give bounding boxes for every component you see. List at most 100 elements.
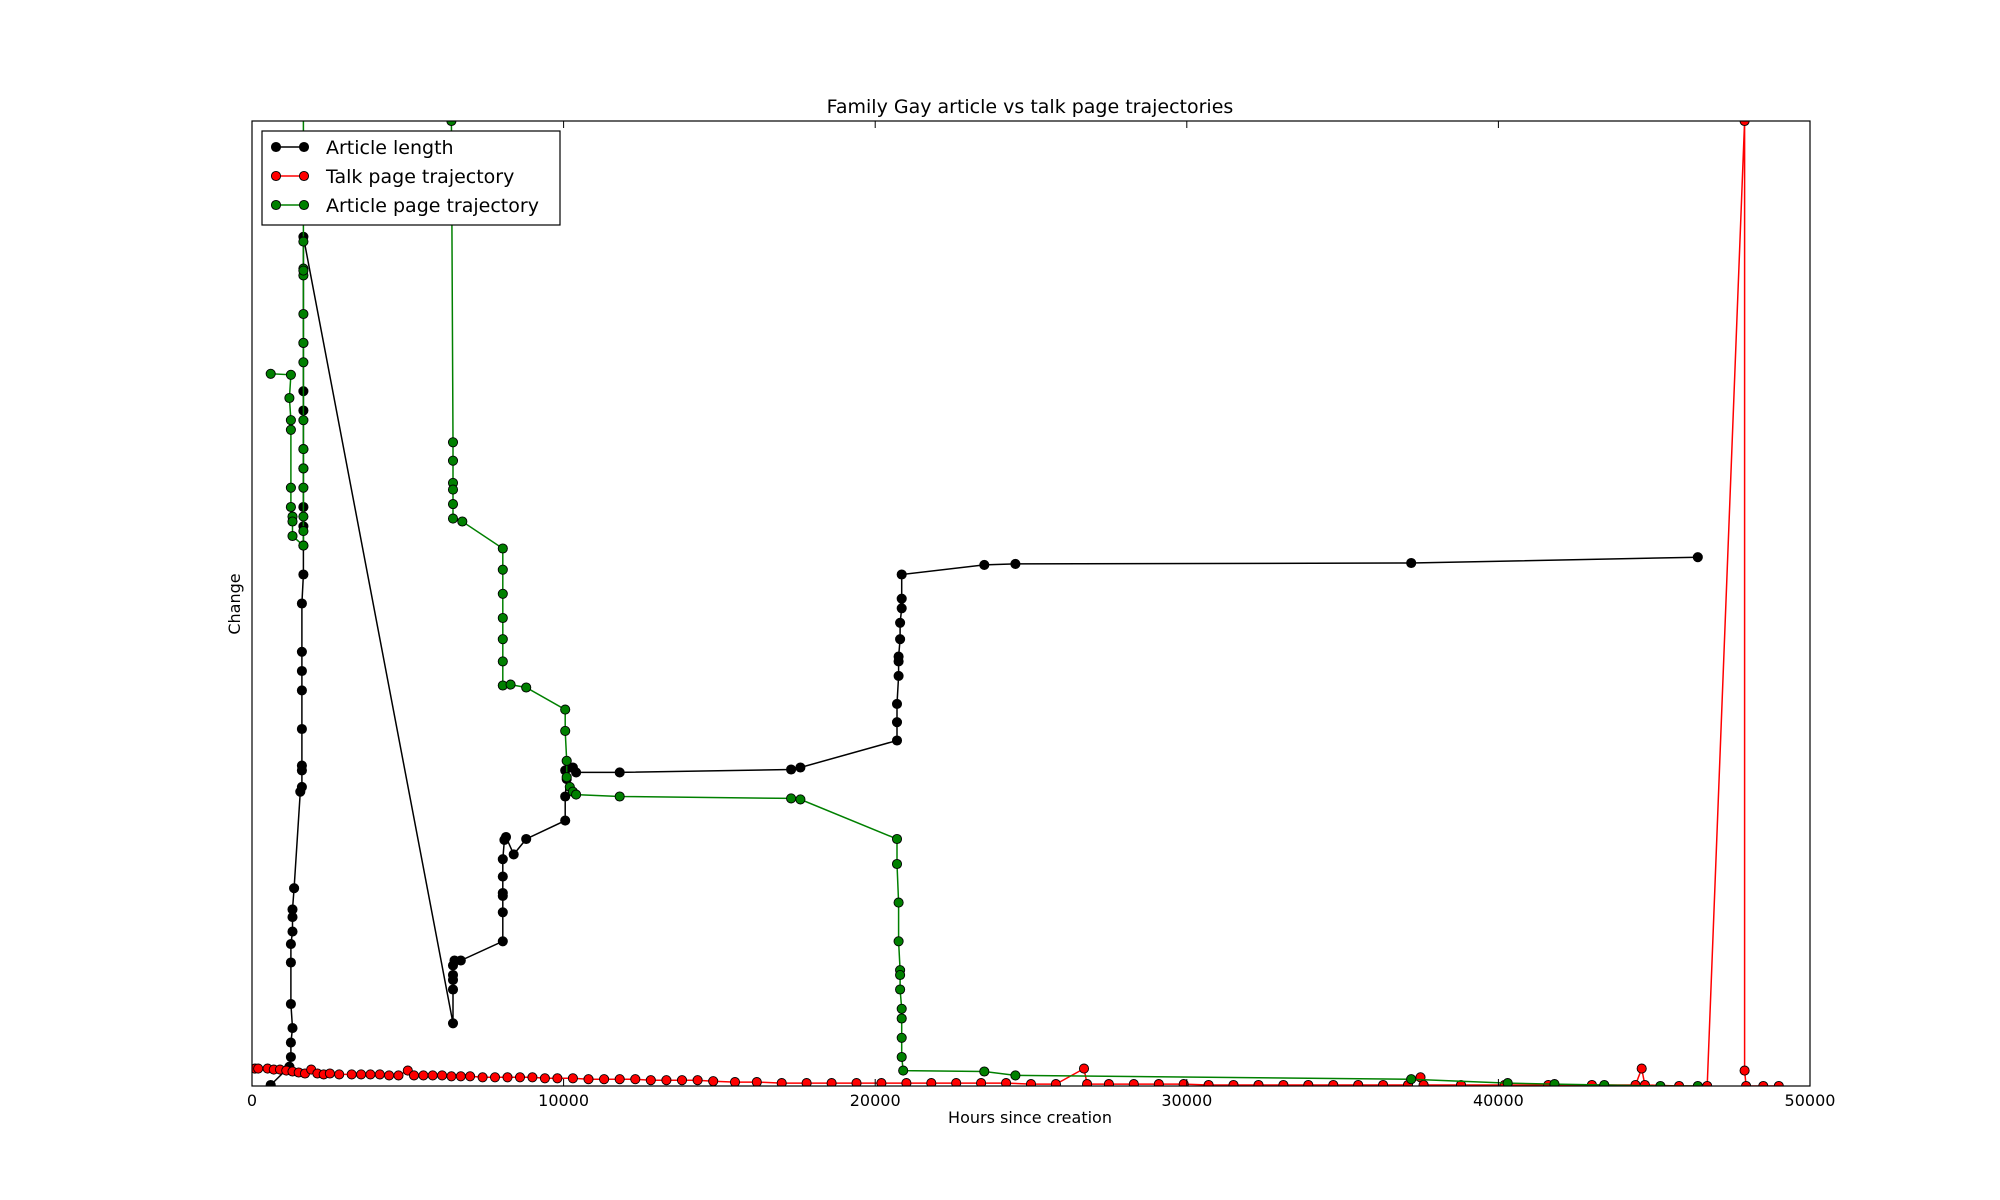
data-point: [346, 1069, 357, 1080]
x-tick-label: 30000: [1161, 1091, 1212, 1110]
data-point: [676, 1075, 688, 1086]
legend: Article length Talk page trajectory Articl…: [261, 130, 561, 226]
data-point: [296, 781, 307, 792]
data-point: [521, 682, 532, 693]
data-point: [285, 1051, 296, 1063]
data-point: [661, 1075, 672, 1086]
data-point: [497, 612, 508, 624]
legend-marker: [270, 141, 282, 153]
data-point: [285, 424, 296, 435]
data-point: [298, 526, 309, 537]
data-point: [561, 755, 572, 766]
data-point: [1253, 1079, 1264, 1086]
data-point: [497, 564, 508, 575]
data-point: [560, 725, 571, 736]
data-point: [1203, 1079, 1214, 1086]
x-tick-label: 20000: [850, 1091, 901, 1110]
data-point: [298, 415, 309, 426]
data-point: [561, 772, 572, 783]
data-point: [298, 540, 309, 551]
data-point: [1278, 1079, 1289, 1086]
data-point: [285, 369, 296, 380]
data-point: [497, 543, 508, 554]
data-point: [893, 897, 904, 908]
data-point: [795, 794, 806, 805]
data-point: [447, 484, 459, 495]
data-point: [979, 559, 990, 570]
legend-label: Article page trajectory: [326, 195, 539, 217]
data-point: [527, 1072, 538, 1083]
x-tick-label: 0: [247, 1091, 257, 1110]
data-point: [893, 936, 904, 947]
data-point: [508, 849, 519, 860]
data-point: [489, 1072, 501, 1083]
data-point: [786, 764, 797, 775]
data-point: [298, 308, 309, 320]
data-point: [692, 1075, 703, 1086]
data-point: [926, 1078, 937, 1086]
data-point: [287, 530, 298, 542]
data-point: [630, 1074, 641, 1085]
data-point: [1128, 1079, 1139, 1086]
data-point: [645, 1075, 656, 1086]
data-point: [1050, 1079, 1061, 1086]
data-point: [285, 415, 296, 426]
legend-marker: [270, 170, 282, 182]
data-point: [1549, 1079, 1560, 1086]
series-group: [265, 121, 1703, 1086]
data-point: [1406, 1074, 1417, 1085]
data-point: [446, 1071, 457, 1082]
data-point: [1758, 1080, 1769, 1086]
data-point: [497, 871, 508, 882]
data-point: [253, 1063, 264, 1074]
legend-label: Article length: [326, 137, 454, 159]
data-point: [285, 482, 296, 493]
data-point: [1702, 1080, 1713, 1086]
data-point: [497, 854, 508, 865]
data-point: [298, 337, 309, 348]
data-point: [1692, 552, 1703, 563]
data-point: [729, 1077, 741, 1086]
data-point: [1178, 1079, 1189, 1086]
legend-marker: [298, 170, 310, 182]
data-point: [298, 444, 309, 455]
data-point: [751, 1077, 762, 1086]
data-point: [1502, 1078, 1513, 1086]
data-point: [296, 760, 307, 771]
data-point: [786, 793, 797, 804]
data-point: [514, 1072, 526, 1083]
data-point: [465, 1071, 476, 1082]
series-group: [252, 121, 1784, 1086]
data-point: [1692, 1080, 1703, 1086]
data-point: [296, 723, 307, 735]
data-point: [891, 717, 903, 728]
data-point: [896, 1032, 907, 1043]
data-point: [896, 593, 907, 604]
data-point: [895, 634, 906, 645]
data-point: [896, 1051, 907, 1063]
data-point: [776, 1078, 787, 1086]
data-point: [505, 679, 516, 690]
data-point: [437, 1070, 448, 1081]
data-point: [614, 767, 625, 778]
legend-box: [261, 130, 561, 226]
data-point: [801, 1078, 812, 1086]
data-point: [571, 789, 582, 800]
data-point: [1599, 1079, 1610, 1086]
legend-marker: [270, 199, 282, 211]
legend-marker: [298, 141, 310, 153]
data-point: [497, 634, 508, 645]
data-point: [521, 833, 532, 845]
data-point: [893, 651, 904, 662]
data-point: [497, 588, 508, 599]
data-point: [324, 1068, 335, 1079]
x-axis-label: Hours since creation: [948, 1108, 1112, 1127]
data-point: [298, 569, 309, 580]
chart-title: Family Gay article vs talk page trajecto…: [827, 96, 1234, 118]
data-point: [826, 1078, 837, 1086]
data-point: [447, 1018, 459, 1029]
data-point: [1655, 1080, 1666, 1086]
data-point: [1228, 1079, 1239, 1086]
data-point: [893, 670, 904, 681]
data-point: [287, 1023, 298, 1034]
